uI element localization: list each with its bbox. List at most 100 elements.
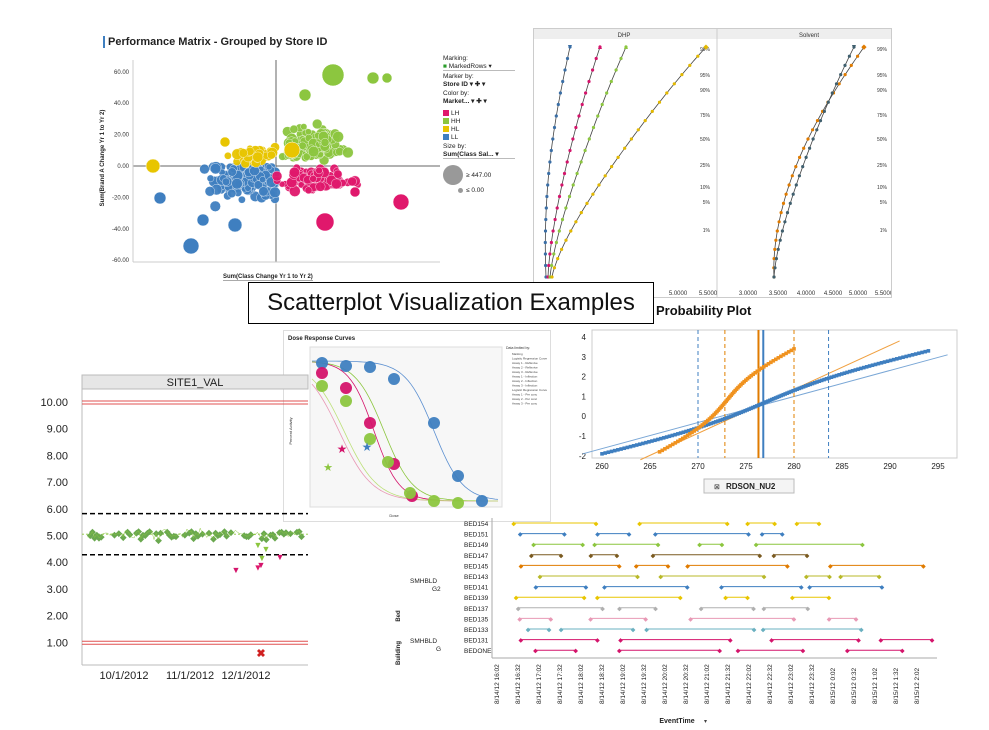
prob-point — [552, 252, 556, 256]
prob-xtick-right: 4.5000 — [824, 291, 843, 297]
qq-point-blue — [751, 405, 755, 410]
dose-response-panel: Dose Response Curves Percent Activity Dose… — [283, 330, 551, 522]
prob-point — [788, 201, 792, 205]
prob-xtick-left: 5.0000 — [669, 291, 688, 297]
gantt-xlabel-dropdown: ▾ — [704, 719, 707, 725]
gantt-marker: ◆ — [573, 649, 578, 655]
site-outlier: ▼ — [254, 563, 263, 573]
qq-xlabel-box — [703, 478, 795, 494]
gantt-marker: ◆ — [717, 649, 722, 655]
gantt-marker: ◆ — [699, 606, 704, 612]
legend-label: HH — [451, 117, 461, 125]
qq-ytick: 3 — [582, 353, 587, 362]
qq-plot[interactable]: 4 3 2 1 0 -1 -2 260 265 270 275 280 285 290 295 ⊠ RDSON_… — [566, 325, 971, 500]
prob-point — [591, 125, 596, 130]
qq-point-blue — [775, 395, 780, 399]
probability-plot[interactable]: DHP Solvent 99% 99% 95% 95% 90% 90% 75% 75% 50% 50%… — [534, 29, 891, 297]
gantt-xtick: 8/14/12 17:02 — [536, 664, 543, 704]
gantt-xtick: 8/14/12 19:02 — [620, 664, 627, 704]
gantt-marker: ◆ — [588, 617, 593, 623]
perf-point — [209, 200, 221, 212]
legend-item-lh[interactable]: LH — [443, 109, 515, 117]
gantt-marker: ◆ — [511, 522, 516, 528]
perf-point — [300, 123, 308, 131]
qq-point-blue — [727, 415, 731, 419]
gantt-marker: ◆ — [547, 628, 552, 634]
gantt-marker: ◆ — [780, 532, 785, 538]
qq-point-blue — [673, 432, 677, 437]
perf-point — [269, 186, 281, 199]
gantt-marker: ◆ — [594, 522, 599, 528]
prob-point — [806, 137, 810, 141]
gantt-marker: ◆ — [771, 553, 776, 559]
prob-point — [584, 91, 588, 95]
site-ytick: 2.00 — [47, 611, 68, 623]
perf-xlabel[interactable]: Sum(Class Change Yr 1 to Yr 2) — [223, 274, 313, 281]
gantt-xtick: 8/15/12 1:02 — [872, 667, 879, 704]
prob-point — [680, 73, 684, 77]
prob-point — [600, 102, 604, 107]
legend-item-hh[interactable]: HH — [443, 117, 515, 125]
performance-matrix-plot[interactable]: 60.00 40.00 20.00 0.00 -20.00 -40.00 -60.00 — [95, 30, 515, 285]
prob-point — [790, 174, 794, 178]
perf-point — [238, 148, 249, 158]
gantt-bed-label: BED143 — [464, 574, 489, 581]
gantt-xtick: 8/14/12 17:32 — [557, 664, 564, 704]
sizeby-dropdown[interactable]: Sum(Class Sal... ▾ — [443, 150, 515, 159]
gantt-plot[interactable]: BED154 ◆ ◆ ◆ ◆ ◆ ◆ ◆ ◆ BED151 ◆ ◆ ◆ ◆ ◆ ◆ ◆ ◆ BED149 ◆ ◆ ◆ ◆ ◆ ◆… — [392, 518, 952, 730]
legend-item-ll[interactable]: LL — [443, 133, 515, 141]
prob-point — [560, 183, 564, 187]
qq-point-orange — [762, 364, 766, 369]
gantt-marker: ◆ — [656, 543, 661, 549]
perf-point — [320, 138, 330, 147]
site-val-plot[interactable]: SITE1_VAL 10.00 9.00 8.00 7.00 6.00 5.00 4.00 3.… — [40, 373, 310, 685]
dose-ylabel: Percent Activity — [288, 417, 293, 444]
qq-point-blue — [873, 362, 878, 367]
dose-point — [364, 433, 376, 445]
qq-point-orange — [690, 430, 694, 435]
dose-response-plot[interactable]: Dose Response Curves Percent Activity Dose… — [284, 331, 550, 521]
qq-point-blue — [904, 354, 908, 359]
marking-dropdown[interactable]: ■ MarkedRows ▾ — [443, 62, 515, 71]
prob-point — [811, 137, 815, 141]
gantt-marker: ◆ — [529, 553, 534, 559]
qq-point-orange — [698, 424, 703, 429]
gantt-marker: ◆ — [860, 543, 865, 549]
qq-point-blue — [850, 369, 855, 373]
site-ytick: 6.00 — [47, 504, 68, 516]
gantt-marker: ◆ — [725, 522, 730, 528]
colorby-dropdown[interactable]: Market... ▾ ✚ ▾ — [443, 98, 487, 105]
prob-header-bg — [534, 29, 891, 39]
prob-point — [565, 160, 569, 164]
legend-item-hl[interactable]: HL — [443, 125, 515, 133]
prob-pct-right: 1% — [880, 228, 888, 234]
prob-point — [624, 45, 628, 49]
prob-point — [551, 229, 555, 233]
qq-point-blue — [920, 350, 924, 355]
prob-point — [852, 45, 856, 49]
perf-point — [308, 145, 320, 158]
perf-point — [278, 180, 286, 188]
gantt-marker: ◆ — [817, 522, 822, 528]
prob-pct-left: 50% — [700, 137, 711, 143]
qq-point-blue — [837, 373, 841, 377]
qq-point-blue — [810, 381, 815, 386]
qq-point-blue — [885, 359, 890, 364]
site-ytick: 7.00 — [47, 477, 68, 489]
prob-point — [544, 206, 548, 210]
qq-point-blue — [864, 365, 869, 369]
qq-point-blue — [926, 349, 931, 353]
gantt-xtick: 8/14/12 18:02 — [578, 664, 585, 704]
legend-swatch — [443, 110, 449, 116]
gantt-panel: BED154 ◆ ◆ ◆ ◆ ◆ ◆ ◆ ◆ BED151 ◆ ◆ ◆ ◆ ◆ ◆ ◆ ◆ BED149 ◆ ◆ ◆ ◆ ◆ ◆… — [392, 518, 952, 730]
prob-point — [579, 160, 583, 164]
markerby-dropdown[interactable]: Store ID ▾ ✚ ▾ — [443, 81, 486, 88]
qq-point-orange — [745, 376, 750, 381]
gantt-marker: ◆ — [666, 564, 671, 570]
qq-point-orange — [665, 445, 670, 450]
prob-point — [597, 183, 601, 187]
prob-pct-left: 10% — [700, 185, 711, 191]
prob-point — [798, 155, 802, 159]
prob-point — [808, 146, 812, 150]
probability-plot-caption: Probability Plot — [656, 303, 752, 318]
